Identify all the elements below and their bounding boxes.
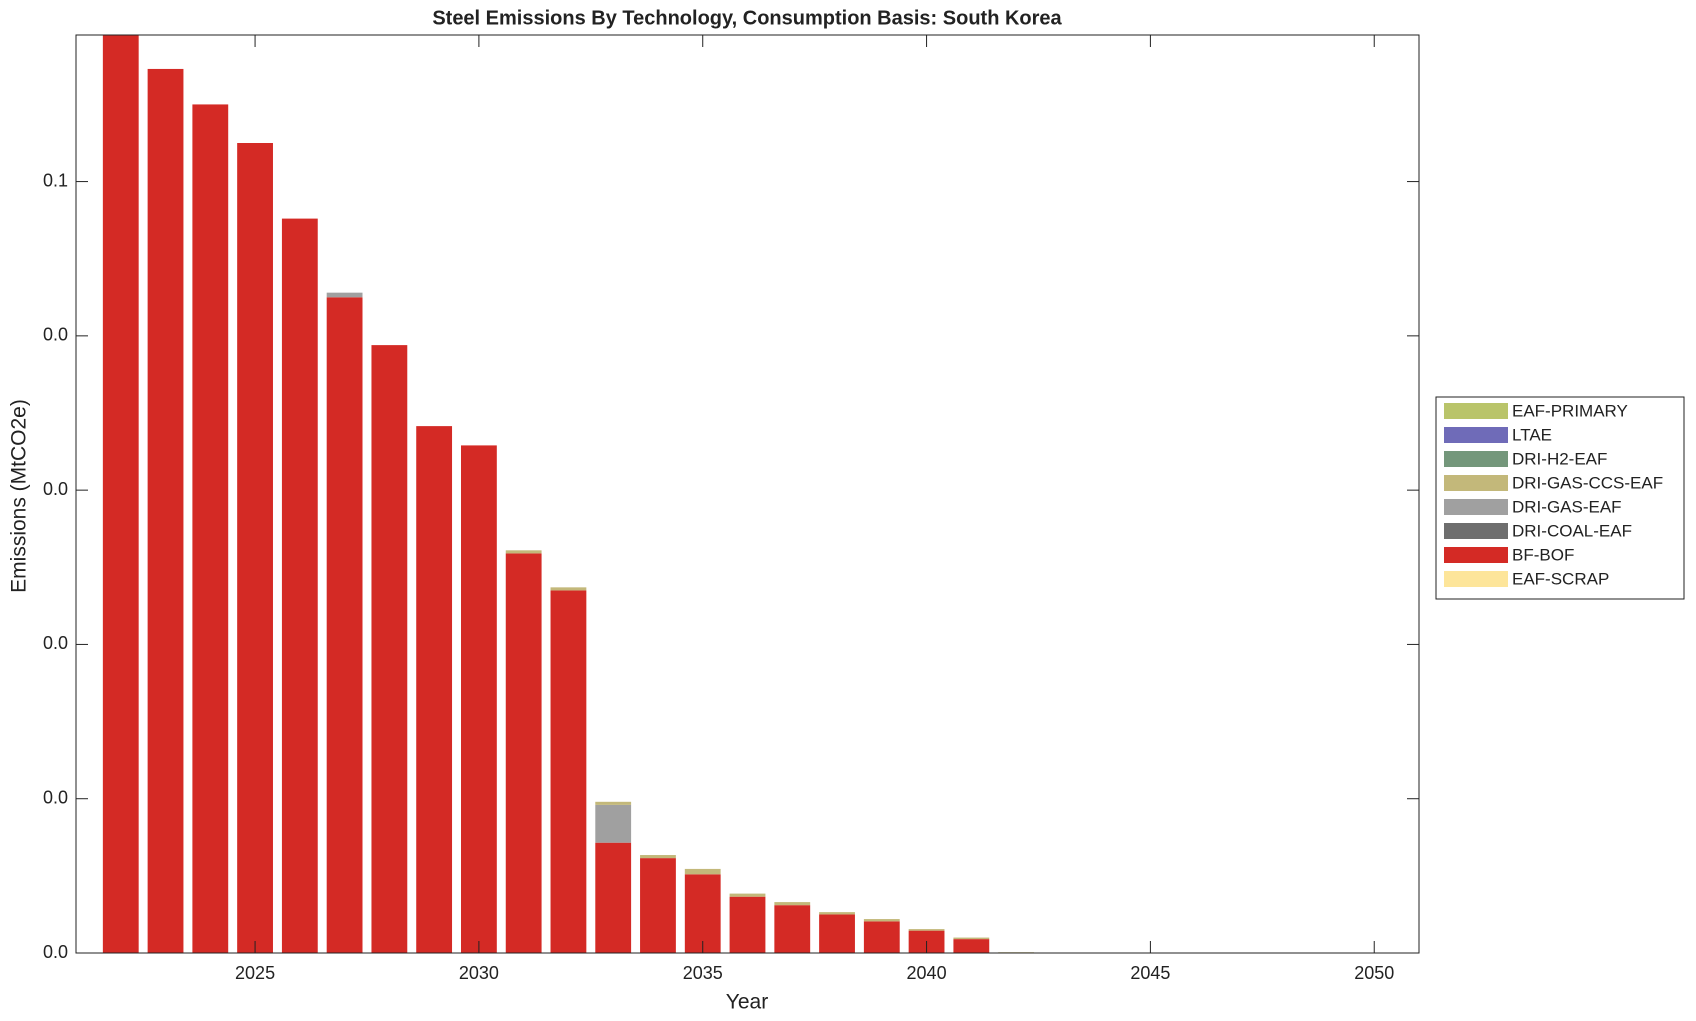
bar-segment	[595, 804, 632, 843]
legend-swatch	[1444, 499, 1508, 515]
plot-frame	[75, 34, 1420, 954]
legend-label: BF-BOF	[1512, 545, 1574, 564]
y-tick-label: 0.0	[43, 479, 68, 499]
legend-label: DRI-COAL-EAF	[1512, 521, 1632, 540]
bar-segment	[819, 912, 855, 915]
bar-segment	[729, 896, 766, 953]
bar-segment	[729, 893, 766, 897]
bar-segment	[908, 929, 945, 931]
y-tick-label: 0.0	[43, 633, 68, 653]
legend-swatch	[1444, 403, 1508, 419]
bar-segment	[953, 939, 990, 953]
bar-segment	[640, 855, 676, 859]
bar-segment	[326, 297, 363, 953]
x-tick-label: 2045	[1130, 963, 1170, 983]
bar-segment	[326, 292, 363, 298]
bar-segment	[237, 143, 273, 953]
bar-segment	[863, 921, 900, 953]
bar-segment	[102, 35, 139, 953]
bar-segment	[684, 868, 721, 875]
bar-segment	[550, 590, 587, 953]
bar-segment	[281, 218, 318, 954]
x-axis-label: Year	[726, 991, 768, 1014]
bar-segment	[147, 68, 184, 953]
bar-segment	[595, 842, 632, 953]
legend-swatch	[1444, 571, 1508, 587]
chart-title: Steel Emissions By Technology, Consumpti…	[432, 7, 1062, 29]
bar-segment	[819, 914, 855, 953]
legend-label: EAF-SCRAP	[1512, 569, 1609, 588]
bar-segment	[863, 919, 900, 922]
legend-swatch	[1444, 451, 1508, 467]
bar-segment	[416, 426, 453, 954]
y-axis-label: Emissions (MtCO2e)	[8, 399, 31, 593]
bar-segment	[595, 801, 632, 805]
y-tick-label: 0.0	[43, 787, 68, 807]
legend-label: EAF-PRIMARY	[1512, 401, 1628, 420]
legend-label: DRI-GAS-CCS-EAF	[1512, 473, 1663, 492]
bar-segment	[371, 345, 408, 954]
bar-segment	[192, 104, 229, 953]
bar-segment	[774, 905, 811, 953]
bar-segment	[953, 937, 990, 940]
legend-swatch	[1444, 475, 1508, 491]
legend-swatch	[1444, 427, 1508, 443]
bar-segment	[774, 902, 811, 906]
y-tick-label: 0.1	[43, 170, 68, 190]
bar-segment	[550, 587, 587, 591]
y-tick-label: 0.0	[43, 942, 68, 962]
x-tick-label: 2025	[235, 963, 275, 983]
y-tick-label: 0.0	[43, 325, 68, 345]
bar-segment	[640, 858, 676, 953]
x-tick-label: 2050	[1354, 963, 1394, 983]
bar-segment	[505, 553, 542, 953]
legend-label: LTAE	[1512, 425, 1552, 444]
bar-segment	[505, 550, 542, 554]
legend-swatch	[1444, 523, 1508, 539]
x-tick-label: 2030	[459, 963, 499, 983]
bar-segment	[460, 445, 497, 953]
bar-segment	[684, 874, 721, 953]
x-tick-label: 2035	[683, 963, 723, 983]
legend-label: DRI-H2-EAF	[1512, 449, 1607, 468]
legend-label: DRI-GAS-EAF	[1512, 497, 1622, 516]
x-tick-label: 2040	[907, 963, 947, 983]
legend-swatch	[1444, 547, 1508, 563]
